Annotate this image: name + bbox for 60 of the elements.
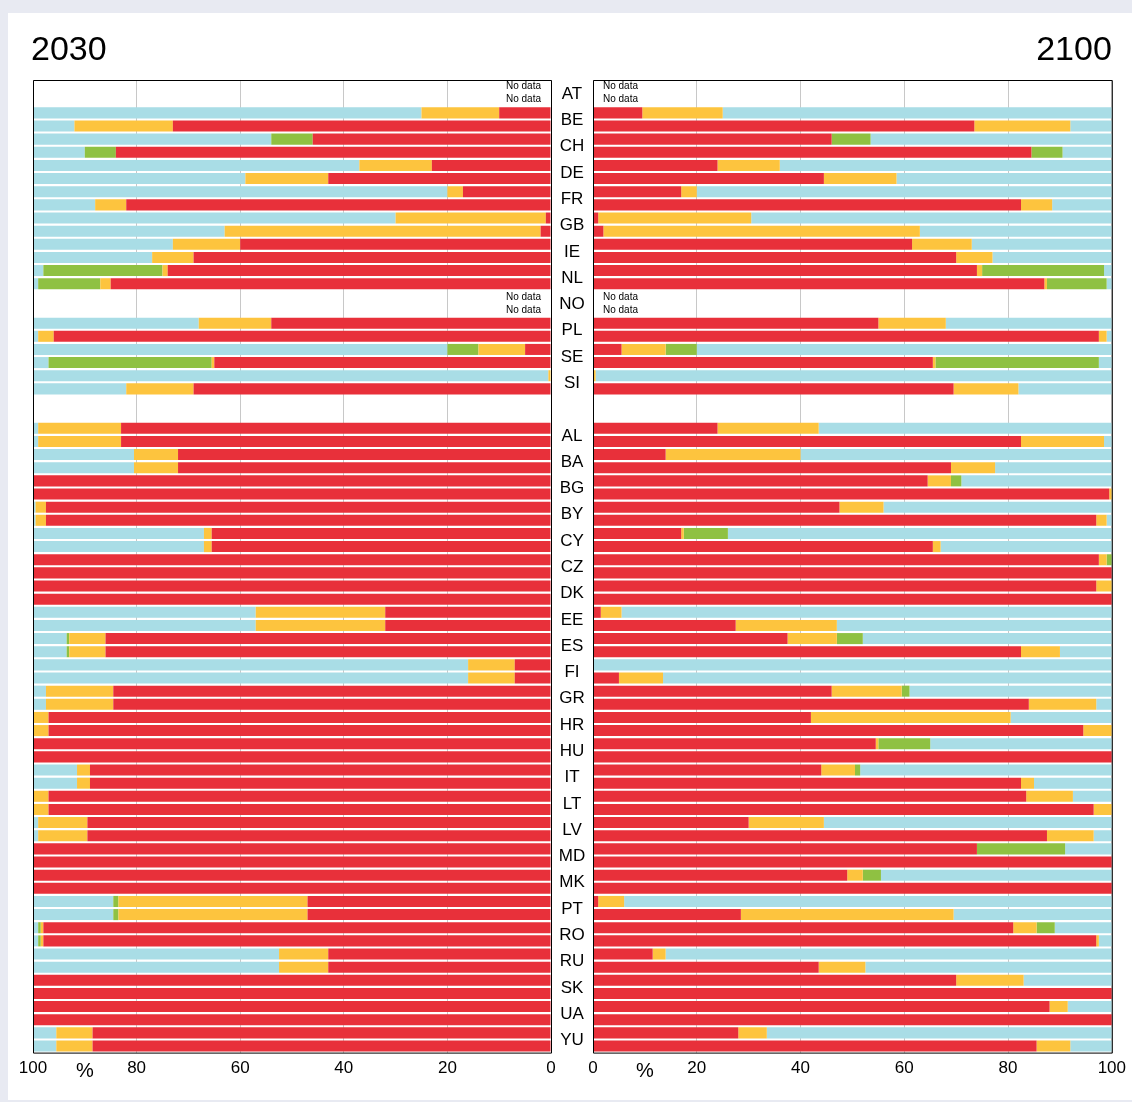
y-tick-label: SI [563, 372, 581, 392]
y-tick-label: BA [560, 451, 584, 471]
y-tick-label: GB [559, 215, 585, 235]
x-tick-label: 0 [546, 1058, 556, 1078]
chart-title: 2030 [31, 29, 107, 67]
x-axis-title: % [75, 1059, 94, 1082]
x-tick-label: 100 [18, 1058, 48, 1078]
x-axis-title: % [635, 1059, 654, 1082]
y-tick-label: DK [560, 583, 585, 603]
y-tick-label: ES [560, 635, 584, 655]
y-tick-label: BE [560, 110, 584, 130]
y-tick-label: PT [561, 898, 583, 918]
y-tick-label: MK [559, 872, 586, 892]
annotation: No data [505, 290, 542, 302]
annotation: No data [603, 290, 639, 302]
x-tick-label: 40 [791, 1058, 810, 1078]
y-tick-label: LV [562, 819, 583, 839]
annotation: No data [505, 93, 542, 105]
y-tick-label: IE [563, 241, 581, 261]
y-tick-label: HU [559, 740, 585, 760]
x-tick-label: 0 [588, 1058, 598, 1078]
y-tick-label: IT [564, 767, 580, 787]
y-tick-label: FI [564, 662, 580, 682]
y-tick-label: FR [560, 188, 584, 208]
x-tick-label: 60 [230, 1058, 250, 1078]
y-tick-label: HR [559, 714, 585, 734]
y-tick-label: DE [560, 162, 584, 182]
y-tick-label: EE [560, 609, 584, 629]
annotation: No data [603, 93, 639, 105]
annotation: No data [505, 80, 542, 92]
annotation: No data [603, 303, 639, 315]
y-tick-label: CZ [560, 556, 584, 576]
y-tick-label: UA [560, 1003, 585, 1023]
x-tick-label: 60 [894, 1058, 914, 1078]
x-tick-label: 80 [127, 1058, 147, 1078]
y-tick-label: NL [561, 267, 583, 287]
x-tick-label: 40 [334, 1058, 354, 1078]
y-tick-label: BG [559, 478, 585, 498]
x-tick-label: 80 [998, 1058, 1018, 1078]
x-tick-label: 100 [1097, 1058, 1127, 1078]
y-tick-label: RO [559, 925, 585, 944]
y-tick-label: BY [560, 504, 584, 524]
y-tick-label: NO [559, 294, 585, 314]
y-tick-label: CH [559, 136, 585, 156]
y-tick-label: GR [559, 688, 585, 708]
y-tick-label: YU [560, 1030, 584, 1050]
annotation: No data [603, 80, 639, 92]
chart-title: 2100 [1036, 29, 1112, 67]
x-tick-label: 20 [687, 1058, 707, 1078]
y-tick-label: SE [560, 346, 584, 366]
x-tick-label: 20 [437, 1058, 457, 1078]
y-tick-label: AT [561, 83, 583, 103]
annotation: No data [505, 303, 542, 315]
y-tick-label: SK [560, 977, 584, 997]
y-tick-label: RU [559, 951, 585, 971]
y-tick-label: MD [558, 846, 586, 866]
y-tick-label: AL [561, 425, 583, 445]
y-tick-label: LT [562, 793, 582, 813]
y-tick-label: PL [561, 320, 583, 340]
y-tick-label: CY [560, 530, 584, 550]
